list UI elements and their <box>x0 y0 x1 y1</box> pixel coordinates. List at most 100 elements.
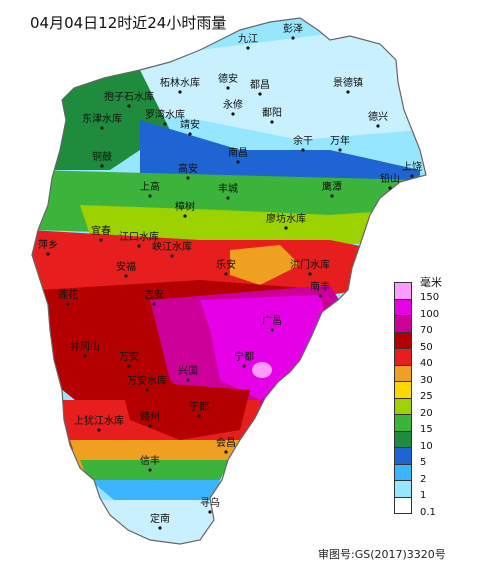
place-label: 定南 <box>150 512 170 525</box>
place-dot <box>183 214 187 218</box>
province-border <box>31 17 427 545</box>
place-dot <box>186 176 190 180</box>
legend-swatch <box>394 480 412 498</box>
place-marker: 高安 <box>178 162 198 180</box>
place-dot <box>124 274 128 278</box>
place-dot <box>97 428 101 432</box>
place-label: 上犹江水库 <box>74 414 124 427</box>
place-marker: 鹰潭 <box>322 180 342 198</box>
place-label: 廖坊水库 <box>266 212 306 225</box>
place-marker: 彭泽 <box>283 22 303 40</box>
place-dot <box>318 294 322 298</box>
place-label: 东津水库 <box>82 112 122 125</box>
place-dot <box>46 252 50 256</box>
place-dot <box>158 526 162 530</box>
legend-label: 1 <box>420 490 427 501</box>
place-marker: 抱子石水库 <box>104 90 154 108</box>
place-marker: 上高 <box>140 180 160 198</box>
legend-swatch <box>394 331 412 349</box>
place-dot <box>99 238 103 242</box>
legend-label: 10 <box>420 440 433 452</box>
legend-swatch <box>394 430 412 448</box>
place-dot <box>208 510 212 514</box>
place-marker: 德兴 <box>368 110 388 128</box>
legend-label: 100 <box>420 308 440 320</box>
legend-swatch <box>394 447 412 465</box>
place-dot <box>188 132 192 136</box>
place-label: 彭泽 <box>283 22 303 35</box>
place-dot <box>148 194 152 198</box>
place-label: 都昌 <box>250 79 270 91</box>
legend-label: 20 <box>420 407 433 419</box>
place-dot <box>152 302 156 306</box>
place-label: 德兴 <box>368 110 388 123</box>
place-dot <box>258 92 262 96</box>
place-label: 井冈山 <box>70 340 100 353</box>
place-label: 萍乡 <box>38 239 58 251</box>
legend-label: 2 <box>420 473 427 485</box>
place-marker: 乐安 <box>216 258 236 276</box>
legend-label: 25 <box>420 391 433 402</box>
place-marker: 吉安 <box>144 288 164 306</box>
review-number: 审图号:GS(2017)3320号 <box>318 548 446 561</box>
place-dot <box>346 90 350 94</box>
place-marker: 寻乌 <box>200 496 220 514</box>
place-dot <box>83 354 87 358</box>
legend-label: 150 <box>420 292 440 303</box>
place-label: 会昌 <box>216 436 236 449</box>
place-marker: 南丰 <box>310 280 330 298</box>
place-label: 鄱阳 <box>262 106 282 119</box>
place-label: 宁都 <box>234 350 254 363</box>
place-dot <box>127 364 131 368</box>
legend-swatch <box>394 381 412 399</box>
place-label: 万安 <box>119 350 139 363</box>
place-dot <box>410 174 414 178</box>
place-label: 宜春 <box>91 224 111 237</box>
place-marker: 安福 <box>116 260 136 278</box>
place-dot <box>148 468 152 472</box>
place-label: 江口水库 <box>119 230 159 243</box>
place-marker: 丰城 <box>218 182 238 200</box>
place-label: 信丰 <box>140 454 160 467</box>
place-label: 南丰 <box>310 280 330 293</box>
place-marker: 萍乡 <box>38 239 58 256</box>
place-marker: 鄱阳 <box>262 106 282 124</box>
place-label: 兴国 <box>178 365 198 377</box>
place-dot <box>388 186 392 190</box>
place-marker: 柘林水库 <box>160 76 200 94</box>
place-dot <box>376 124 380 128</box>
place-label: 洪门水库 <box>290 258 330 271</box>
place-marker: 上犹江水库 <box>74 414 124 432</box>
place-marker: 宜春 <box>91 224 111 242</box>
place-label: 赣州 <box>140 410 160 423</box>
place-marker: 万安 <box>119 350 139 368</box>
place-label: 乐安 <box>216 258 236 271</box>
place-label: 柘林水库 <box>160 76 200 89</box>
place-dot <box>186 378 190 382</box>
place-dot <box>170 254 174 258</box>
place-marker: 江口水库 <box>119 230 159 248</box>
place-dot <box>330 194 334 198</box>
place-marker: 樟树 <box>175 200 195 218</box>
place-marker: 上饶 <box>402 160 422 178</box>
place-marker: 铜鼓 <box>92 150 112 168</box>
place-dot <box>242 364 246 368</box>
place-marker: 定南 <box>150 512 170 530</box>
place-label: 南昌 <box>228 146 248 159</box>
place-dot <box>338 148 342 152</box>
place-dot <box>270 120 274 124</box>
place-marker: 赣州 <box>140 410 160 428</box>
place-label: 余干 <box>293 134 313 147</box>
legend-label: 50 <box>420 341 433 353</box>
place-dot <box>270 328 274 332</box>
place-marker: 万安水库 <box>127 374 167 392</box>
place-dot <box>226 86 230 90</box>
place-marker: 于都 <box>189 401 209 418</box>
place-label: 九江 <box>238 33 258 45</box>
place-dot <box>163 122 167 126</box>
place-marker: 峡江水库 <box>152 240 192 258</box>
place-label: 上饶 <box>402 160 422 173</box>
place-dot <box>226 196 230 200</box>
place-dot <box>66 302 70 306</box>
